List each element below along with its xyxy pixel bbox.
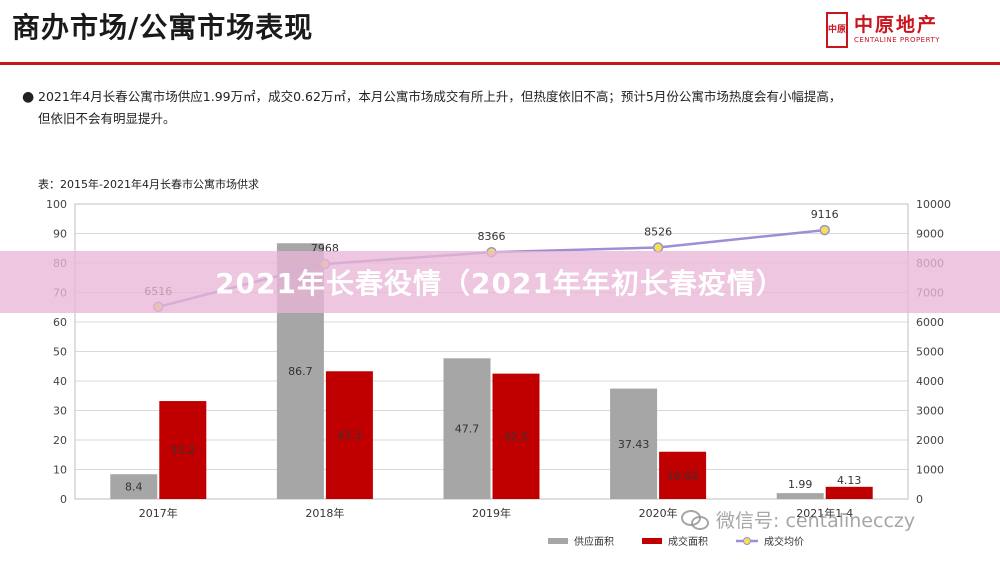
line-price-label: 9116 bbox=[811, 208, 839, 221]
y-right-tick-label: 4000 bbox=[916, 375, 944, 388]
overlay-banner: 2021年长春役情（2021年年初长春疫情） bbox=[0, 251, 1000, 313]
bar-supply-label: 8.4 bbox=[125, 481, 143, 494]
line-price-point bbox=[819, 224, 830, 236]
y-right-tick-label: 10000 bbox=[916, 198, 951, 211]
summary-line-2: 但依旧不会有明显提升。 bbox=[38, 111, 176, 126]
line-price-label: 8526 bbox=[644, 225, 672, 238]
header: 商办市场/公寓市场表现 中原 中原地产 CENTALINE PROPERTY bbox=[0, 0, 1000, 65]
bar-deal bbox=[659, 451, 707, 499]
legend-label: 供应面积 bbox=[574, 535, 614, 548]
y-left-tick-label: 20 bbox=[53, 434, 67, 447]
bar-deal-label: 4.13 bbox=[837, 474, 862, 487]
plot-frame bbox=[74, 203, 909, 500]
bar-supply-label: 37.43 bbox=[618, 438, 650, 451]
y-right-tick-label: 6000 bbox=[916, 316, 944, 329]
y-right-tick-label: 1000 bbox=[916, 464, 944, 477]
y-right-tick-label: 0 bbox=[916, 493, 923, 506]
summary-text: ● 2021年4月长春公寓市场供应1.99万㎡，成交0.62万㎡，本月公寓市场成… bbox=[22, 86, 978, 130]
wechat-icon bbox=[681, 509, 709, 530]
logo: 中原 中原地产 CENTALINE PROPERTY bbox=[825, 12, 940, 48]
y-left-tick-label: 30 bbox=[53, 405, 67, 418]
logo-text: 中原地产 CENTALINE PROPERTY bbox=[854, 15, 940, 45]
legend-swatch bbox=[642, 538, 662, 544]
bar-supply-label: 86.7 bbox=[288, 365, 313, 378]
y-left-tick-label: 40 bbox=[53, 375, 67, 388]
x-tick-label: 2018年 bbox=[305, 506, 344, 520]
bar-deal bbox=[825, 486, 873, 499]
y-left-tick-label: 10 bbox=[53, 464, 67, 477]
table-caption: 表：2015年-2021年4月长春市公寓市场供求 bbox=[38, 178, 259, 191]
bar-supply bbox=[776, 493, 824, 499]
bar-deal bbox=[492, 373, 540, 499]
bar-deal-label: 43.3 bbox=[337, 429, 362, 442]
x-tick-label: 2021年1-4 bbox=[796, 506, 853, 520]
bar-supply bbox=[610, 388, 658, 499]
bar-supply bbox=[110, 474, 158, 499]
bar-deal bbox=[159, 401, 207, 499]
legend-label: 成交均价 bbox=[764, 535, 804, 548]
y-left-tick-label: 90 bbox=[53, 228, 67, 241]
y-right-tick-label: 2000 bbox=[916, 434, 944, 447]
wechat-watermark: 微信号: centalinecczy bbox=[680, 506, 915, 533]
y-right-tick-label: 3000 bbox=[916, 405, 944, 418]
bar-supply-label: 1.99 bbox=[788, 478, 813, 491]
y-left-tick-label: 50 bbox=[53, 346, 67, 359]
bullet-icon: ● bbox=[22, 89, 35, 105]
bar-deal-label: 42.5 bbox=[504, 430, 529, 443]
header-bar bbox=[0, 0, 1000, 55]
watermark-text: 微信号: centalinecczy bbox=[716, 510, 916, 532]
line-price-label: 8366 bbox=[478, 230, 506, 243]
bar-deal-label: 33.2 bbox=[171, 444, 196, 457]
legend-swatch bbox=[548, 538, 568, 544]
x-tick-label: 2019年 bbox=[472, 506, 511, 520]
legend-marker bbox=[743, 537, 751, 545]
logo-name-cn: 中原地产 bbox=[853, 14, 938, 36]
bar-supply-label: 47.7 bbox=[455, 423, 480, 436]
banner-text: 2021年长春役情（2021年年初长春疫情） bbox=[215, 267, 785, 300]
page-title: 商办市场/公寓市场表现 bbox=[12, 11, 314, 44]
bar-supply bbox=[443, 358, 491, 499]
y-right-tick-label: 5000 bbox=[916, 346, 944, 359]
bar-deal bbox=[325, 371, 373, 499]
bar-deal-label: 16.02 bbox=[667, 469, 699, 482]
legend-label: 成交面积 bbox=[668, 535, 708, 548]
y-left-tick-label: 100 bbox=[46, 198, 67, 211]
logo-seal-icon: 中原 bbox=[825, 12, 848, 48]
y-left-tick-label: 60 bbox=[53, 316, 67, 329]
y-left-tick-label: 0 bbox=[60, 493, 67, 506]
x-tick-label: 2017年 bbox=[139, 506, 178, 520]
logo-name-en: CENTALINE PROPERTY bbox=[853, 36, 940, 44]
summary-line-1: 2021年4月长春公寓市场供应1.99万㎡，成交0.62万㎡，本月公寓市场成交有… bbox=[38, 89, 842, 104]
x-tick-label: 2020年 bbox=[639, 506, 678, 520]
y-right-tick-label: 9000 bbox=[916, 228, 944, 241]
